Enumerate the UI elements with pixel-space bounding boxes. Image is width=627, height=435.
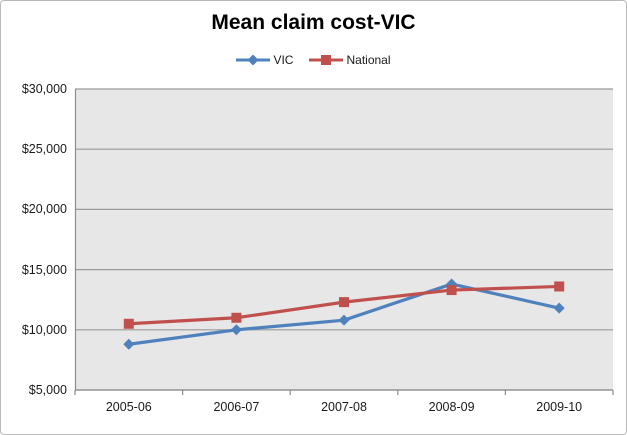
vic-data-point-marker xyxy=(123,338,135,350)
vic-data-point-marker xyxy=(553,302,565,314)
x-axis-category-label: 2005-06 xyxy=(105,400,152,414)
vic-legend-marker-icon xyxy=(236,54,271,66)
vic-legend-glyph xyxy=(247,54,259,66)
national-legend-glyph xyxy=(321,55,332,65)
national-data-point-marker xyxy=(339,297,349,308)
vic-series-line xyxy=(128,282,560,346)
y-axis-tick-label: $10,000 xyxy=(21,322,67,337)
legend-label-vic: VIC xyxy=(273,53,294,67)
y-axis-tick-label: $15,000 xyxy=(21,262,67,277)
legend-item-national: National xyxy=(309,53,391,67)
x-axis-category-label: 2007-08 xyxy=(321,400,367,414)
y-axis-tick-label: $20,000 xyxy=(21,202,67,217)
chart-title: Mean claim cost-VIC xyxy=(211,11,416,34)
legend: VIC National xyxy=(1,53,626,67)
x-axis-category-label: 2008-09 xyxy=(428,400,475,414)
y-axis-tick-label: $5,000 xyxy=(28,383,67,397)
x-axis-category-label: 2009-10 xyxy=(536,400,583,414)
y-axis-tick-label: $30,000 xyxy=(21,82,67,96)
legend-item-vic: VIC xyxy=(236,53,293,67)
legend-label-national: National xyxy=(346,53,391,67)
x-axis-category-label: 2006-07 xyxy=(213,400,260,414)
national-legend-marker-icon xyxy=(309,55,344,65)
national-data-point-marker xyxy=(123,318,134,329)
national-data-point-marker xyxy=(554,281,565,292)
plot-area xyxy=(74,88,614,395)
national-data-point-marker xyxy=(231,312,242,323)
plot-svg xyxy=(74,88,614,395)
vic-data-point-marker xyxy=(338,314,350,326)
y-axis-tick-label: $25,000 xyxy=(21,142,67,157)
national-data-point-marker xyxy=(446,285,457,296)
vic-data-point-marker xyxy=(230,324,242,336)
